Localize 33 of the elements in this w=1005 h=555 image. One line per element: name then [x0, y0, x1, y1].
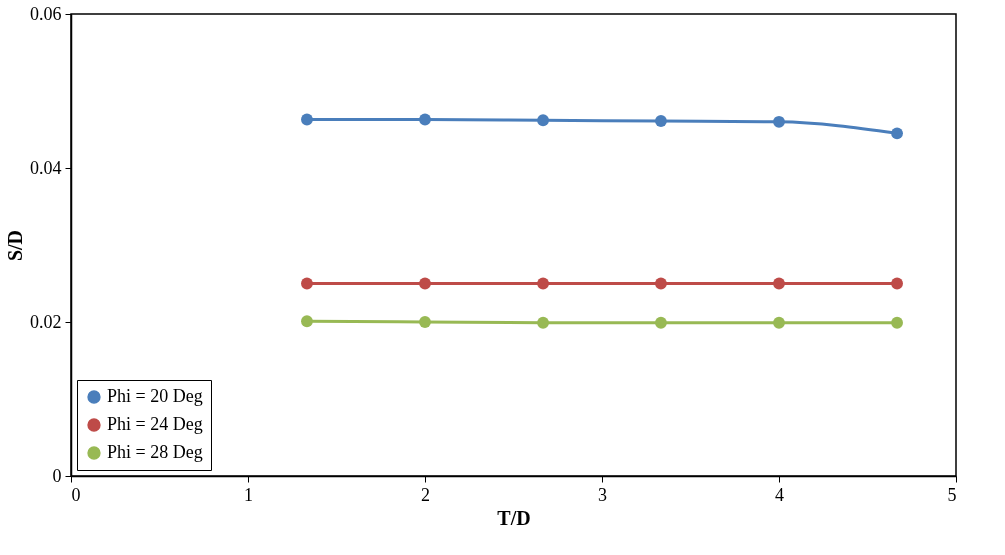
point — [773, 277, 785, 290]
point — [655, 277, 667, 290]
y-tick-label: 0.06 — [30, 3, 62, 24]
point — [537, 316, 549, 329]
y-tick-label: 0.04 — [30, 157, 62, 178]
point — [301, 113, 313, 126]
point — [891, 277, 903, 290]
point — [419, 316, 431, 328]
y-tick-label: 0 — [52, 465, 62, 486]
point — [537, 277, 549, 290]
point — [537, 114, 549, 127]
y-tick-label: 0.02 — [30, 311, 62, 332]
x-tick-label: 2 — [421, 484, 430, 505]
point — [891, 316, 903, 329]
x-tick-label: 5 — [947, 484, 957, 505]
legend-label: Phi = 28 Deg — [107, 442, 203, 462]
x-axis-title: T/D — [497, 506, 531, 529]
x-tick-label: 1 — [244, 484, 253, 505]
x-tick-label: 3 — [598, 484, 607, 505]
y-axis-title: S/D — [4, 229, 26, 262]
point — [301, 277, 313, 290]
legend-label: Phi = 20 Deg — [107, 386, 203, 406]
legend-label: Phi = 24 Deg — [107, 414, 203, 434]
point — [891, 127, 903, 140]
x-tick-label: 4 — [775, 484, 784, 505]
point — [655, 115, 667, 127]
point — [419, 113, 431, 126]
point — [655, 316, 667, 329]
point — [301, 315, 313, 328]
point — [773, 316, 785, 329]
point — [419, 277, 431, 290]
point — [773, 115, 785, 128]
x-tick-label: 0 — [71, 484, 81, 505]
